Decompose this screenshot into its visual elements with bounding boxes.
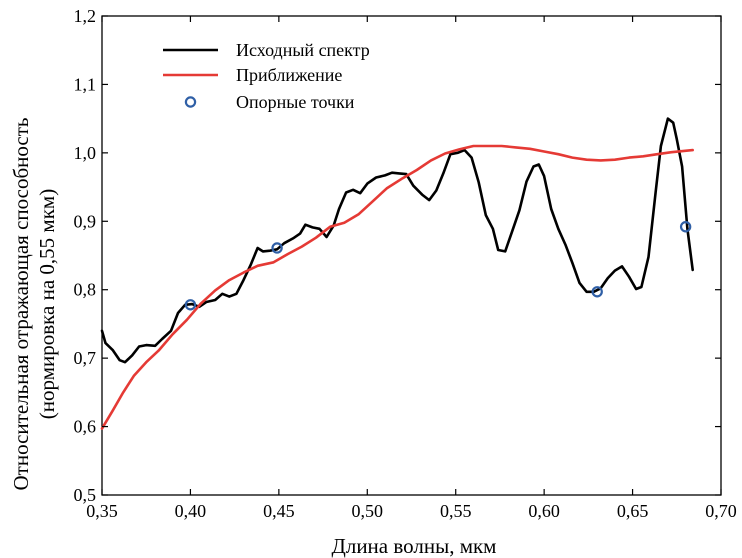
reference-point-marker bbox=[679, 221, 692, 233]
series-lines bbox=[100, 117, 694, 430]
reference-point-marker bbox=[184, 299, 197, 311]
y-tick-label: 0,8 bbox=[74, 280, 97, 300]
series-line-1 bbox=[100, 144, 694, 430]
y-tick-label: 1,1 bbox=[74, 74, 97, 94]
y-tick-label: 0,7 bbox=[74, 348, 97, 368]
legend-label-1: Приближение bbox=[236, 65, 342, 85]
x-tick-label: 0,35 bbox=[86, 501, 118, 521]
legend-swatch-2 bbox=[184, 96, 197, 108]
reference-point-marker bbox=[271, 242, 283, 254]
legend: Исходный спектр Приближение Опорные точки bbox=[163, 40, 370, 112]
x-tick-label: 0,70 bbox=[705, 501, 737, 521]
x-axis-title: Длина волны, мкм bbox=[332, 534, 497, 558]
y-tick-label: 1,0 bbox=[74, 143, 97, 163]
reference-point-marker bbox=[591, 286, 603, 298]
y-axis-title-line1: Относительная отражающая способность bbox=[9, 117, 33, 490]
y-tick-label: 1,2 bbox=[74, 6, 97, 26]
axis-ticks: 0,35 0,40 0,45 0,50 0,55 0,60 0,65 0,70 0,5 0,6 0,… bbox=[74, 6, 737, 521]
x-tick-label: 0,65 bbox=[617, 501, 649, 521]
plot-area bbox=[101, 15, 722, 496]
x-tick-label: 0,50 bbox=[352, 501, 384, 521]
x-tick-label: 0,45 bbox=[263, 501, 295, 521]
legend-label-2: Опорные точки bbox=[236, 92, 355, 112]
y-tick-label: 0,5 bbox=[74, 485, 97, 505]
x-tick-label: 0,55 bbox=[440, 501, 472, 521]
y-axis-title-line2: (нормировка на 0,55 мкм) bbox=[35, 189, 59, 419]
y-tick-label: 0,6 bbox=[74, 417, 97, 437]
legend-label-0: Исходный спектр bbox=[236, 40, 370, 60]
plot-frame bbox=[101, 15, 722, 496]
series-line-0 bbox=[100, 117, 694, 364]
series-markers bbox=[184, 221, 692, 311]
x-tick-label: 0,40 bbox=[175, 501, 207, 521]
x-tick-label: 0,60 bbox=[528, 501, 560, 521]
y-tick-label: 0,9 bbox=[74, 211, 97, 231]
